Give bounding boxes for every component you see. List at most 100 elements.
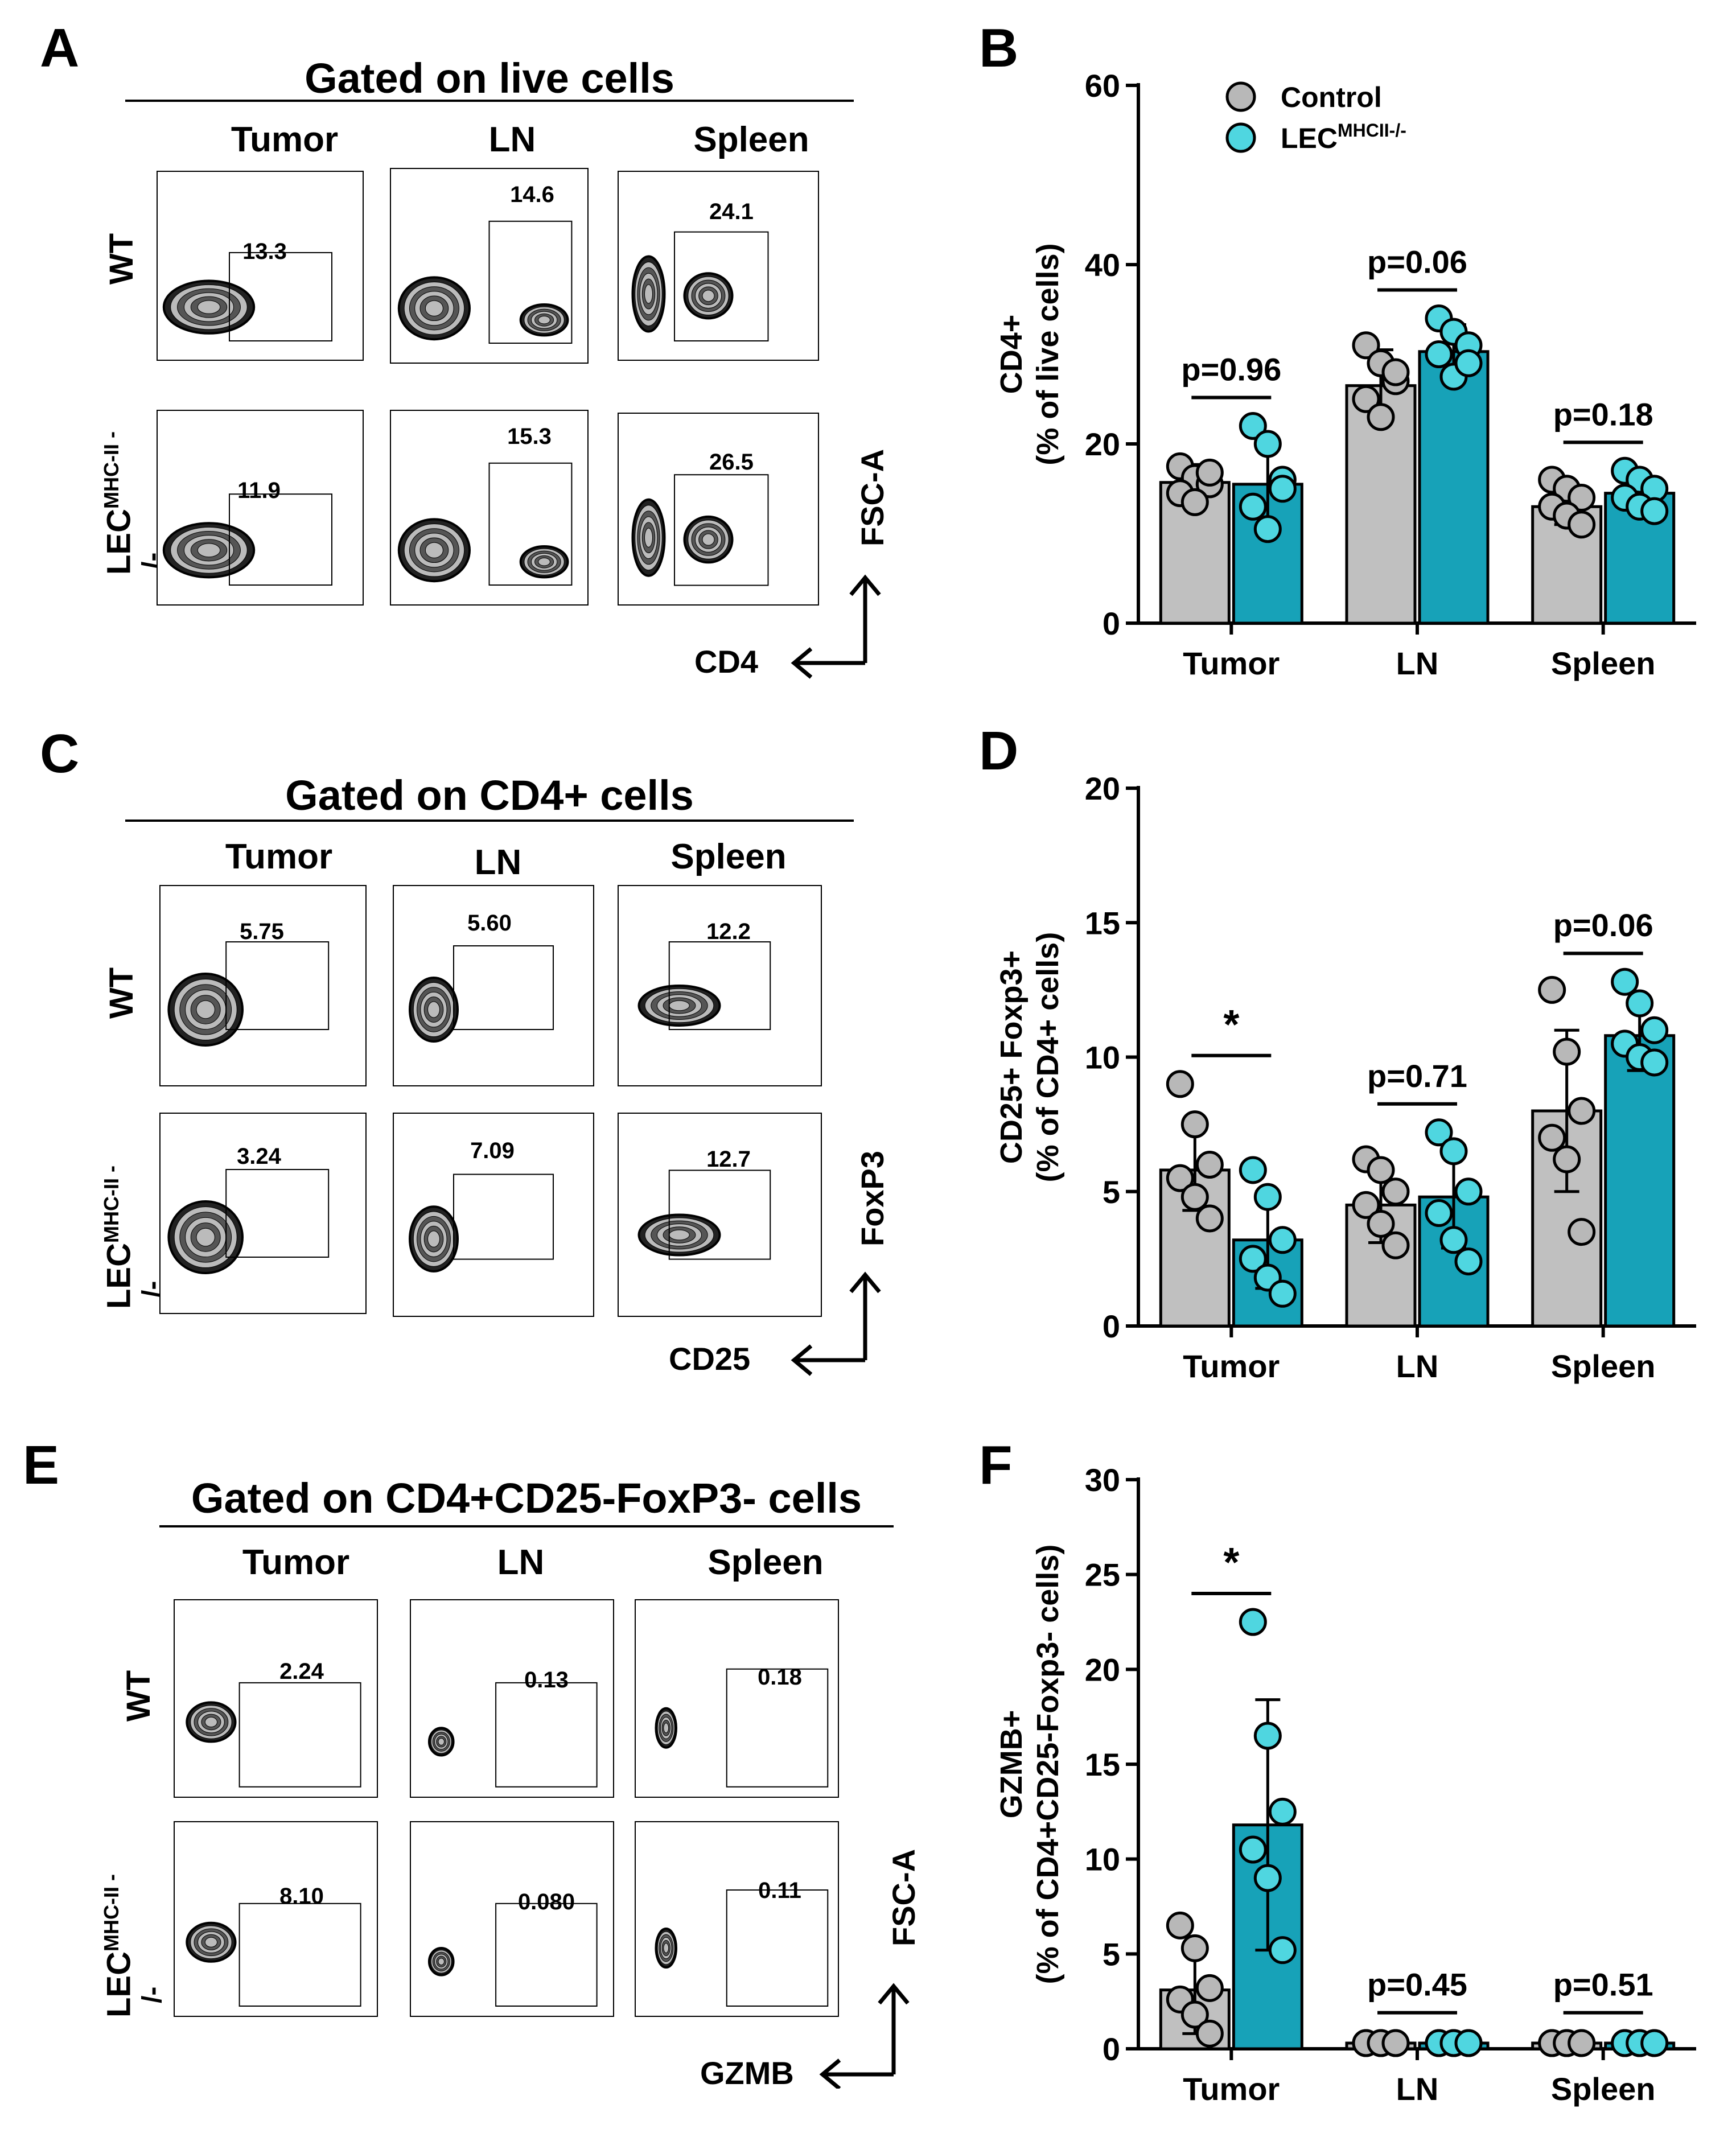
gate-value-c-wt-ln: 5.60 <box>467 911 512 936</box>
data-point <box>1640 1016 1669 1044</box>
data-point <box>1253 430 1282 458</box>
y-tick-label: 0 <box>1103 1308 1120 1344</box>
density-contour-main-5 <box>197 300 221 314</box>
gate-value-e-ko-spleen: 0.11 <box>758 1878 801 1903</box>
panel-letter-d: D <box>979 720 1019 781</box>
significance-label: p=0.51 <box>1553 1967 1653 2003</box>
panel-a-col-ln: LN <box>488 120 536 159</box>
data-point <box>1239 1608 1267 1636</box>
panel-e-title-rule <box>159 1525 894 1527</box>
density-contour-main-5 <box>663 1943 669 1953</box>
y-tick-label: 20 <box>1085 771 1120 806</box>
gate-box <box>453 1173 554 1260</box>
data-point <box>1166 1164 1194 1192</box>
panel-a-col-spleen: Spleen <box>693 120 809 159</box>
y-tick-label: 25 <box>1085 1557 1120 1593</box>
density-contour-main-5 <box>425 542 443 558</box>
flow-density-a-ko-spleen <box>631 474 769 586</box>
data-point <box>1626 989 1654 1018</box>
significance-label: p=0.18 <box>1553 396 1653 432</box>
flow-plot-e-wt-spleen <box>635 1599 839 1798</box>
x-tick-label: Tumor <box>1183 1348 1280 1384</box>
flow-density-a-ko-tumor <box>162 493 332 586</box>
x-tick-label: LN <box>1396 1348 1439 1384</box>
significance-label: p=0.06 <box>1553 907 1653 943</box>
panel-c-row-ko: LECMHC-II - <box>100 1166 138 1309</box>
gate-box <box>488 462 573 586</box>
data-point <box>1568 510 1596 539</box>
flow-density-a-wt-spleen <box>631 231 769 341</box>
density-contour-main-5 <box>427 1001 440 1018</box>
flow-density-c-wt-tumor <box>167 941 330 1047</box>
flow-plot-e-ko-ln <box>410 1821 614 2017</box>
density-contour-main-5 <box>644 528 653 547</box>
y-tick-label: 0 <box>1103 2031 1120 2067</box>
flow-plot-a-ko-spleen <box>618 413 819 606</box>
data-point <box>1239 412 1267 440</box>
flow-plot-c-wt-tumor <box>159 885 367 1086</box>
y-tick-label: 5 <box>1103 1936 1120 1972</box>
flow-density-e-ko-spleen <box>655 1889 829 2007</box>
panel-e-row-ko-tail: /- <box>137 1986 167 2003</box>
data-point <box>1166 1911 1194 1940</box>
gate-value-c-ko-ln: 7.09 <box>470 1138 515 1163</box>
panel-c-col-tumor: Tumor <box>225 837 333 876</box>
significance-label: p=0.45 <box>1367 1967 1467 2003</box>
flow-density-a-wt-ln <box>397 220 573 344</box>
y-tick-label: 20 <box>1085 426 1120 462</box>
gate-value-c-wt-tumor: 5.75 <box>240 919 284 944</box>
bar-lec-mhcii--spleen <box>1604 1034 1676 1328</box>
gate-value-c-ko-tumor: 3.24 <box>237 1144 281 1169</box>
data-point <box>1367 403 1395 431</box>
data-point <box>1268 1936 1297 1965</box>
flow-plot-c-ko-ln <box>393 1113 594 1317</box>
gate-value-a-wt-tumor: 13.3 <box>242 239 287 264</box>
data-point <box>1195 1204 1224 1233</box>
x-tick-label: LN <box>1396 2071 1439 2107</box>
panel-a-col-tumor: Tumor <box>231 120 339 159</box>
data-point <box>1352 385 1380 413</box>
significance-label: * <box>1223 1002 1239 1048</box>
flow-plot-e-ko-spleen <box>635 1821 839 2017</box>
y-tick-label: 30 <box>1085 1462 1120 1498</box>
data-point <box>1268 1279 1297 1308</box>
gate-value-c-wt-spleen: 12.2 <box>706 919 751 944</box>
flow-plot-a-wt-spleen <box>618 171 819 361</box>
density-contour-main-5 <box>197 543 221 558</box>
y-axis-title-line2: (% of CD4+ cells) <box>1031 932 1065 1183</box>
panel-a-title-rule <box>125 100 854 102</box>
data-point <box>1268 475 1297 503</box>
flow-density-c-ko-spleen <box>637 1170 771 1260</box>
y-axis-title-line1: CD4+ <box>994 315 1029 394</box>
flow-plot-c-ko-spleen <box>618 1113 822 1317</box>
data-point <box>1454 1177 1483 1206</box>
density-contour-main-5 <box>204 1716 218 1728</box>
density-contour-second-5 <box>538 557 550 566</box>
y-axis-title: GZMB+(% of CD4+CD25-Foxp3- cells) <box>994 1545 1065 1984</box>
flow-plot-a-wt-tumor <box>157 171 364 361</box>
y-tick-label: 15 <box>1085 905 1120 941</box>
x-tick-label: Tumor <box>1183 2071 1280 2107</box>
data-point <box>1454 1247 1483 1276</box>
flow-density-e-wt-tumor <box>186 1682 361 1788</box>
data-point <box>1381 1177 1410 1206</box>
flow-density-c-ko-tumor <box>167 1169 330 1274</box>
flow-density-e-ko-tumor <box>186 1903 361 2007</box>
gate-box <box>229 252 332 341</box>
gate-value-a-wt-ln: 14.6 <box>510 182 554 207</box>
gate-value-e-wt-tumor: 2.24 <box>279 1659 324 1684</box>
panel-c-col-spleen: Spleen <box>670 837 787 876</box>
gate-value-e-ko-ln: 0.080 <box>517 1889 575 1914</box>
gate-box <box>488 220 573 344</box>
legend-label-control: Control <box>1281 81 1382 113</box>
density-contour-main-5 <box>644 284 653 304</box>
panel-letter-a: A <box>40 18 80 79</box>
density-contour-main-5 <box>438 1737 445 1745</box>
data-point <box>1553 1037 1581 1066</box>
panel-e-title: Gated on CD4+CD25-FoxP3- cells <box>191 1475 862 1522</box>
panel-e-col-ln: LN <box>497 1543 545 1582</box>
y-axis-title-line2: (% of live cells) <box>1031 243 1065 465</box>
density-contour-second-5 <box>702 533 715 546</box>
data-point <box>1166 1070 1194 1098</box>
panel-e-y-axis-label: FSC-A <box>886 1848 922 1946</box>
